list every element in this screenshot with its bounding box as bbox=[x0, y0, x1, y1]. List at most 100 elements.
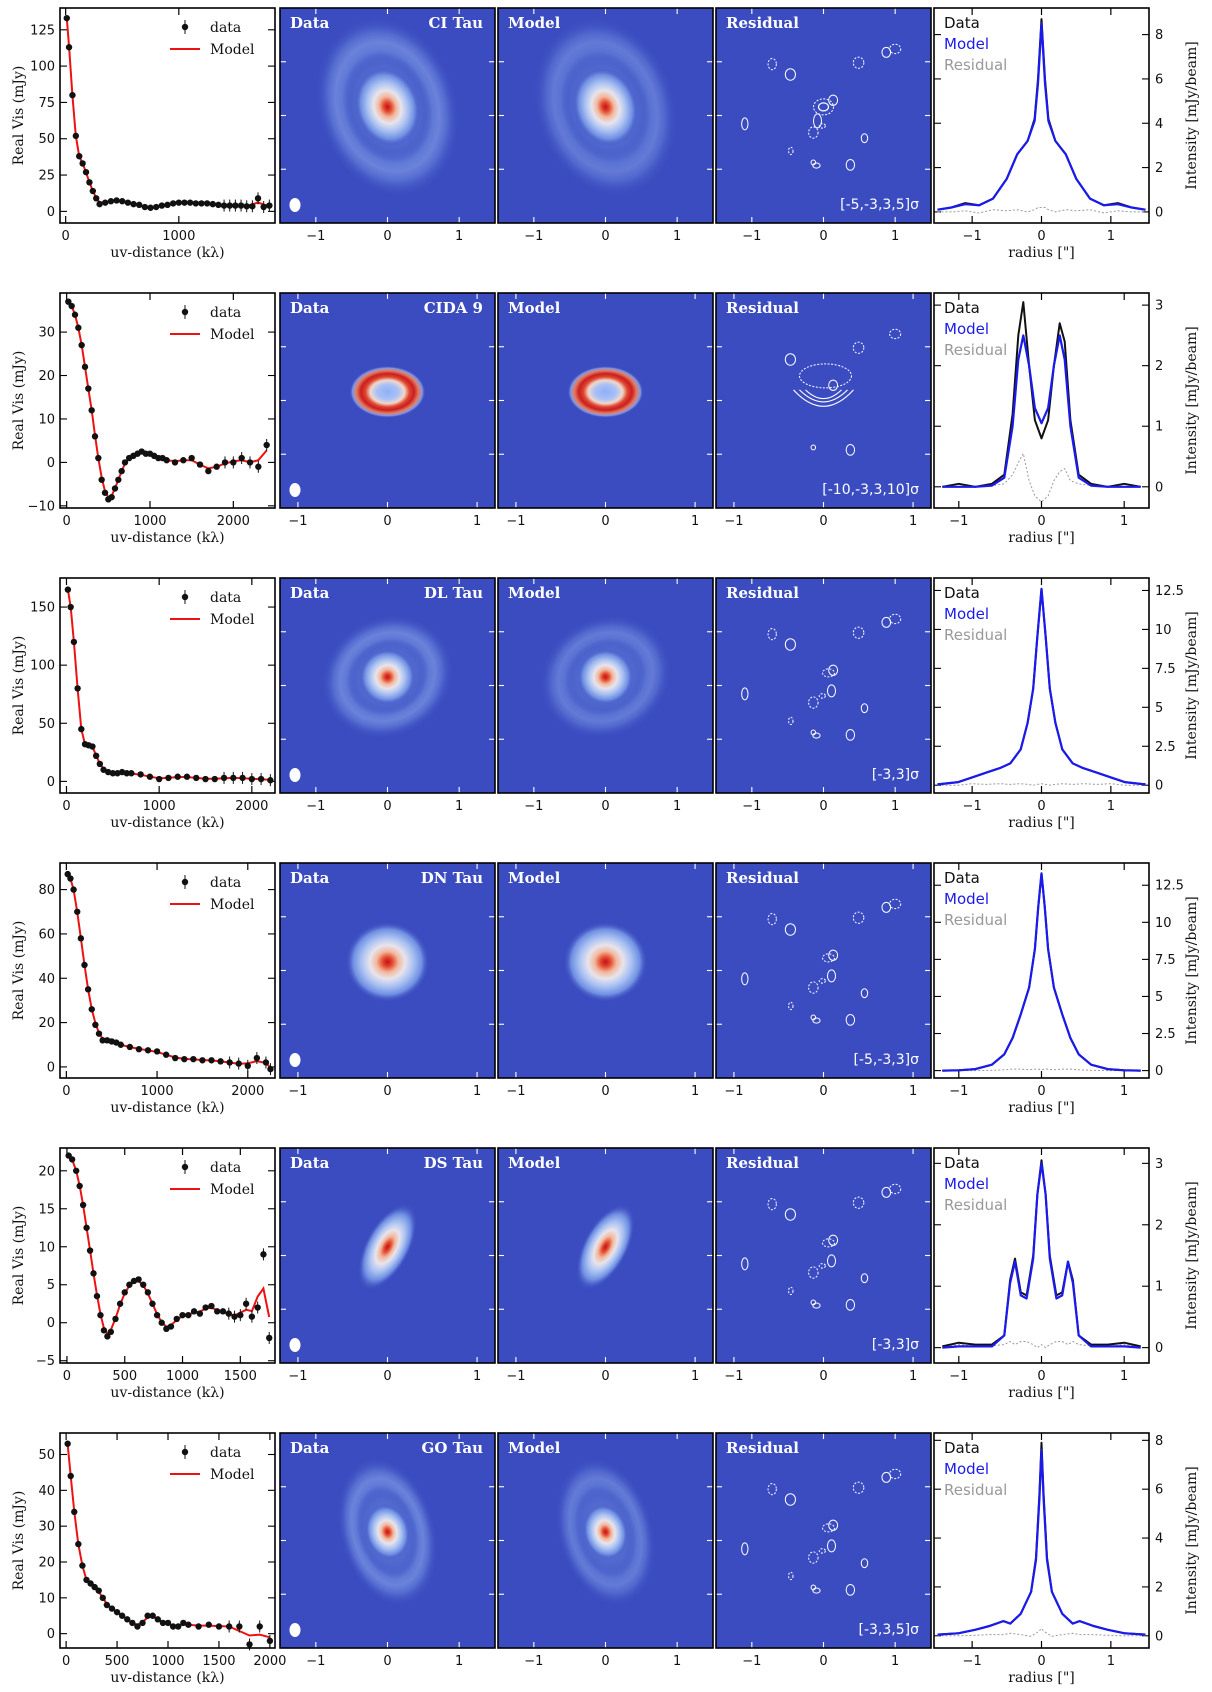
vis-data-point bbox=[65, 298, 72, 305]
vis-x-tick-label: 0 bbox=[62, 229, 70, 244]
residual-contour bbox=[845, 158, 856, 171]
resid-x-tick-label: −1 bbox=[742, 229, 761, 244]
disk-core bbox=[365, 1504, 410, 1560]
legend-data-marker bbox=[181, 593, 189, 601]
vis-data-point bbox=[79, 160, 86, 167]
data-image-frame bbox=[279, 1147, 496, 1364]
vis-y-tick-label: 25 bbox=[38, 169, 55, 184]
vis-data-point bbox=[260, 203, 267, 211]
vis-data-point bbox=[65, 44, 73, 51]
resid-image-frame bbox=[715, 1147, 932, 1364]
vis-data-point bbox=[242, 1300, 250, 1307]
vis-data-point bbox=[124, 1616, 131, 1623]
vis-data-point bbox=[89, 187, 97, 195]
model-x-tick-label: 1 bbox=[673, 799, 681, 814]
vis-data-point bbox=[260, 1251, 267, 1258]
prof-x-tick-label: 0 bbox=[1037, 229, 1045, 244]
residual-contour bbox=[818, 1548, 826, 1554]
vis-data-point bbox=[88, 1006, 95, 1013]
vis-data-point bbox=[128, 770, 135, 777]
vis-data-point bbox=[164, 201, 171, 209]
profile-residual-line bbox=[937, 783, 1146, 786]
vis-data-point bbox=[140, 1281, 147, 1288]
residual-contour bbox=[881, 1186, 892, 1198]
profile-frame bbox=[933, 292, 1150, 509]
prof-y-tick-label: 10 bbox=[1155, 623, 1172, 638]
vis-data-point bbox=[154, 1616, 162, 1623]
vis-y-axis-label: Real Vis (mJy) bbox=[11, 1491, 27, 1591]
model-x-tick-label: 0 bbox=[601, 514, 609, 529]
resid-x-tick-label: 0 bbox=[819, 799, 827, 814]
visibility-plot-area bbox=[60, 863, 275, 1078]
model-image-frame bbox=[497, 577, 714, 794]
vis-data-point bbox=[257, 775, 265, 783]
prof-y-tick-label: 8 bbox=[1155, 28, 1163, 43]
residual-contour bbox=[881, 616, 892, 628]
vis-y-tick-label: 75 bbox=[38, 96, 55, 111]
residual-contour bbox=[788, 716, 794, 726]
residual-contour bbox=[767, 58, 777, 71]
residual-contour bbox=[860, 1273, 869, 1284]
vis-data-point bbox=[185, 1621, 192, 1628]
vis-y-tick-label: 0 bbox=[47, 1060, 55, 1075]
data-image-panel: −1 0 1 Data CIDA 9 bbox=[279, 292, 496, 529]
profile-model-line bbox=[937, 22, 1146, 211]
vis-data-point bbox=[78, 341, 85, 349]
residual-contour bbox=[881, 46, 892, 58]
data-image-frame bbox=[279, 292, 496, 509]
legend-data-marker bbox=[181, 1163, 189, 1171]
vis-data-point bbox=[91, 433, 99, 440]
vis-data-point bbox=[81, 363, 89, 371]
vis-data-point bbox=[153, 1048, 161, 1055]
vis-data-point bbox=[103, 1601, 111, 1609]
vis-data-point bbox=[85, 385, 92, 392]
vis-data-point bbox=[118, 467, 125, 475]
vis-data-point bbox=[93, 195, 100, 202]
legend-data-marker bbox=[181, 878, 189, 886]
data-x-tick-label: 1 bbox=[455, 1654, 463, 1669]
profile-frame bbox=[933, 1147, 1150, 1364]
visibility-plot-area bbox=[60, 8, 275, 223]
disk-ring-core bbox=[349, 365, 426, 418]
data-x-tick-label: 0 bbox=[383, 1369, 391, 1384]
residual-contour bbox=[741, 1542, 749, 1556]
residual-contour bbox=[767, 913, 777, 926]
vis-data-point bbox=[107, 1328, 115, 1336]
vis-data-point bbox=[115, 476, 122, 483]
vis-y-tick-label: 0 bbox=[47, 205, 55, 220]
prof-y-tick-label: 2 bbox=[1155, 359, 1163, 374]
vis-data-point bbox=[155, 775, 163, 783]
profile-residual-line bbox=[937, 1628, 1146, 1637]
vis-data-point bbox=[180, 457, 187, 464]
resid-x-tick-label: 0 bbox=[819, 1369, 827, 1384]
vis-data-point bbox=[134, 1623, 141, 1630]
vis-data-point bbox=[141, 203, 149, 211]
data-panel-title: Data bbox=[290, 869, 330, 887]
resid-image-frame bbox=[715, 577, 932, 794]
vis-data-point bbox=[112, 1315, 119, 1323]
vis-y-tick-label: 50 bbox=[38, 132, 55, 147]
vis-x-axis-label: uv-distance (kλ) bbox=[110, 1385, 224, 1401]
vis-data-point bbox=[235, 1060, 242, 1067]
legend-model-label: Model bbox=[210, 1467, 255, 1483]
vis-data-point bbox=[68, 302, 75, 310]
vis-data-point bbox=[67, 1472, 74, 1480]
resid-x-tick-label: 1 bbox=[891, 1654, 899, 1669]
vis-y-tick-label: 0 bbox=[47, 1316, 55, 1331]
profile-model-line bbox=[942, 872, 1141, 1072]
contour-levels-label: [-10,-3,3,10]σ bbox=[822, 482, 919, 498]
resid-x-tick-label: 0 bbox=[819, 229, 827, 244]
vis-data-point bbox=[119, 198, 126, 205]
model-x-tick-label: −1 bbox=[506, 1084, 525, 1099]
vis-y-tick-label: 0 bbox=[47, 456, 55, 471]
vis-data-point bbox=[174, 1623, 182, 1630]
vis-y-tick-label: 60 bbox=[38, 927, 55, 942]
vis-y-tick-label: 0 bbox=[47, 1627, 55, 1642]
prof-x-axis-label: radius ["] bbox=[1008, 815, 1075, 831]
vis-data-point bbox=[179, 1311, 186, 1319]
profile-legend-residual: Residual bbox=[944, 1481, 1007, 1499]
vis-x-tick-label: 2000 bbox=[217, 514, 250, 529]
source-name: CI Tau bbox=[428, 14, 483, 32]
